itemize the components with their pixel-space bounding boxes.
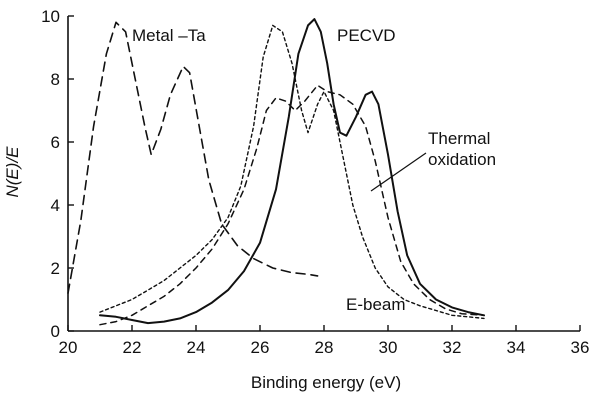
annotation-pecvd: PECVD <box>337 26 396 45</box>
x-tick-label: 32 <box>443 338 462 357</box>
annotation-thermal: Thermal <box>428 129 490 148</box>
annotation-e-beam: E-beam <box>346 295 406 314</box>
x-tick-label: 34 <box>507 338 526 357</box>
series-line-long-dash <box>67 21 319 294</box>
series-line-medium-dash <box>99 84 485 326</box>
x-tick-label: 24 <box>187 338 206 357</box>
y-tick-label: 10 <box>41 7 60 26</box>
x-axis-title: Binding energy (eV) <box>251 373 401 392</box>
x-tick-label: 36 <box>571 338 590 357</box>
y-tick-label: 8 <box>51 70 60 89</box>
x-tick-label: 28 <box>315 338 334 357</box>
x-tick-label: 30 <box>379 338 398 357</box>
series-line-short-dash <box>99 24 485 320</box>
y-tick-label: 6 <box>51 133 60 152</box>
y-tick-label: 4 <box>51 196 60 215</box>
y-tick-label: 2 <box>51 259 60 278</box>
series-group <box>67 18 485 326</box>
y-axis-title: N(E)/E <box>3 146 22 198</box>
x-tick-label: 20 <box>59 338 78 357</box>
x-tick-label: 26 <box>251 338 270 357</box>
y-tick-label: 0 <box>51 322 60 341</box>
x-tick-label: 22 <box>123 338 142 357</box>
thermal-leader-line <box>370 152 427 192</box>
annotation-oxidation: oxidation <box>428 150 496 169</box>
annotation-metal-ta: Metal –Ta <box>132 26 206 45</box>
series-line-solid <box>99 18 485 325</box>
